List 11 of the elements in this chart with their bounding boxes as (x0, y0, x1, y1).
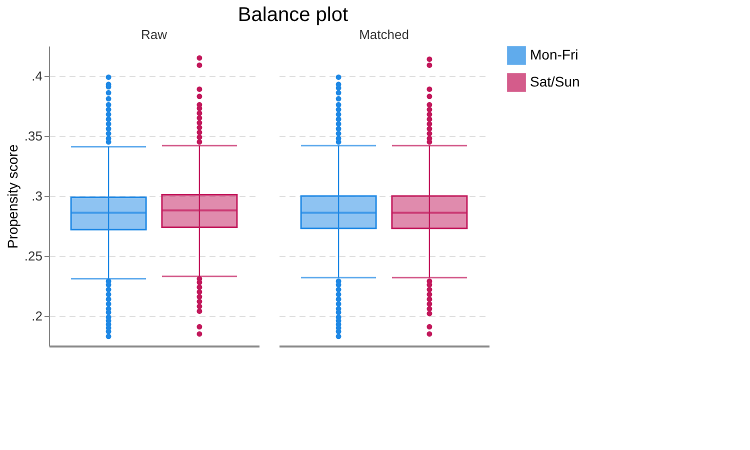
y-tick-label: .35 (24, 128, 42, 144)
chart-title: Balance plot (238, 4, 348, 26)
y-tick-label: .4 (32, 68, 42, 84)
y-tick-label: .3 (32, 188, 42, 204)
y-tick-label: .25 (24, 248, 42, 264)
legend-label: Mon-Fri (530, 46, 578, 62)
legend-label: Sat/Sun (530, 74, 580, 90)
x-tick-label: Matched (359, 27, 409, 42)
y-axis-title: Propensity score (4, 144, 20, 249)
x-tick-label: Raw (140, 27, 168, 42)
y-tick-label: .2 (32, 308, 42, 324)
